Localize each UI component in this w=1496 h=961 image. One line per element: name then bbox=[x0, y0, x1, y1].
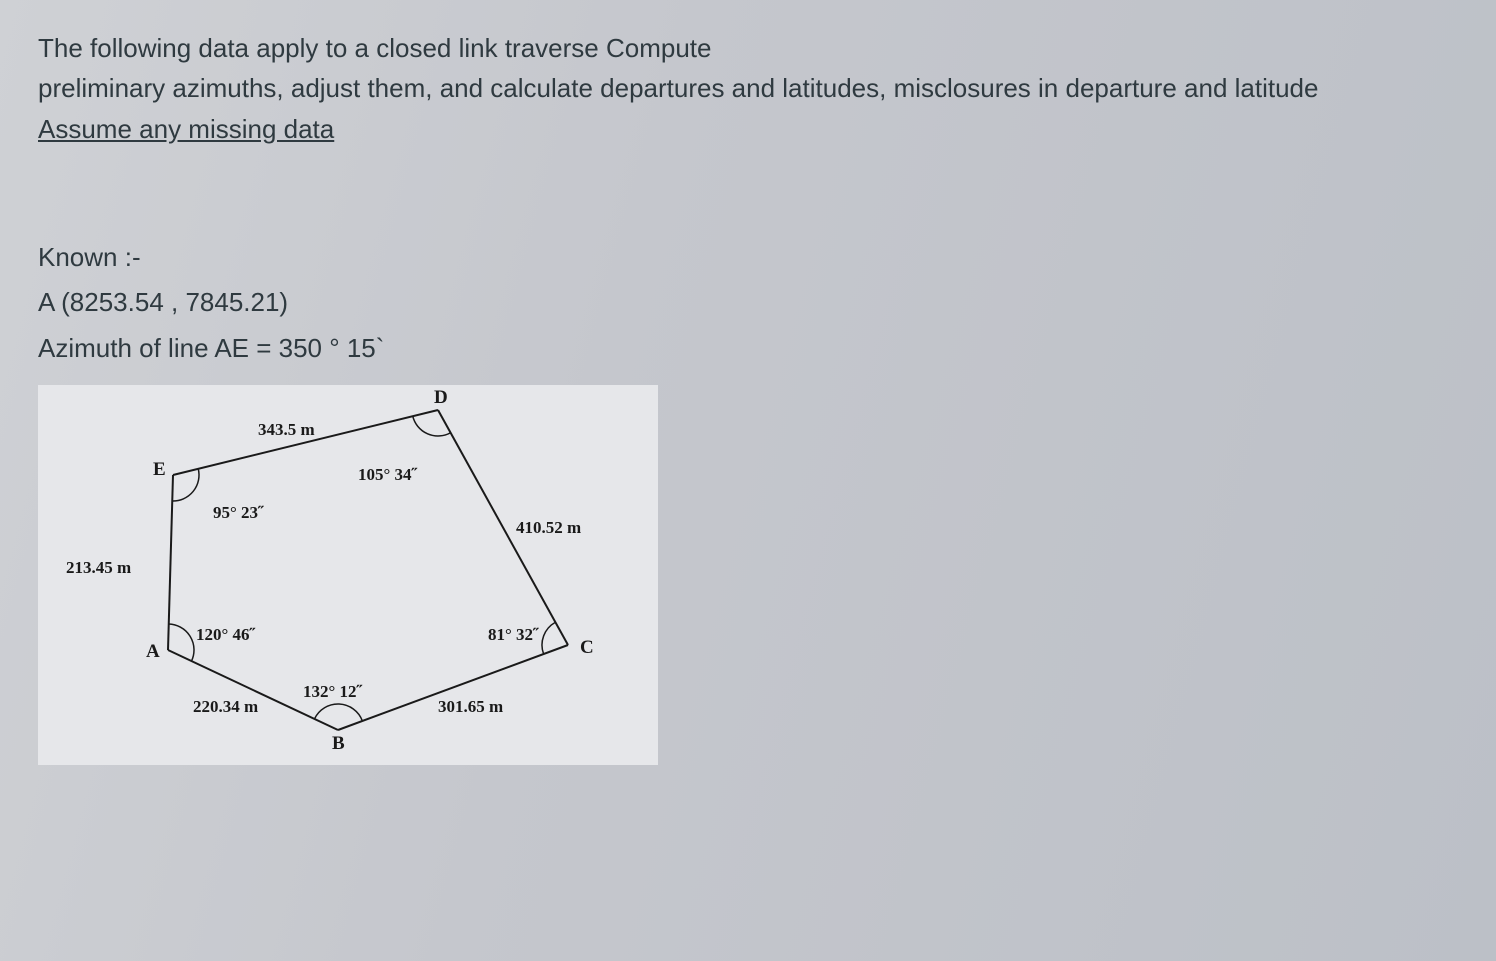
question-text: The following data apply to a closed lin… bbox=[38, 28, 1458, 149]
angle-label-B: 132° 12˝ bbox=[303, 682, 362, 702]
length-label-BC: 301.65 m bbox=[438, 697, 503, 717]
known-block: Known :- A (8253.54 , 7845.21) Azimuth o… bbox=[38, 235, 1458, 372]
length-label-CD: 410.52 m bbox=[516, 518, 581, 538]
vertex-label-D: D bbox=[434, 387, 448, 409]
angle-label-E: 95° 23˝ bbox=[213, 503, 264, 523]
vertex-label-B: B bbox=[332, 733, 345, 755]
angle-label-A: 120° 46˝ bbox=[196, 625, 255, 645]
length-label-EA: 213.45 m bbox=[66, 558, 131, 578]
known-point-a: A (8253.54 , 7845.21) bbox=[38, 280, 1458, 326]
length-label-DE: 343.5 m bbox=[258, 420, 315, 440]
angle-label-C: 81° 32˝ bbox=[488, 625, 539, 645]
question-line-3: Assume any missing data bbox=[38, 109, 1458, 149]
angle-label-D: 105° 34˝ bbox=[358, 465, 417, 485]
question-page: The following data apply to a closed lin… bbox=[0, 0, 1496, 961]
question-line-2: preliminary azimuths, adjust them, and c… bbox=[38, 68, 1458, 108]
traverse-diagram: A B C D E 220.34 m 301.65 m 410.52 m 343.5 m 213.… bbox=[38, 385, 658, 765]
known-azimuth: Azimuth of line AE = 350 ° 15` bbox=[38, 326, 1458, 372]
question-line-1: The following data apply to a closed lin… bbox=[38, 28, 1458, 68]
known-heading: Known :- bbox=[38, 235, 1458, 281]
vertex-label-C: C bbox=[580, 637, 594, 659]
length-label-AB: 220.34 m bbox=[193, 697, 258, 717]
vertex-label-A: A bbox=[146, 641, 160, 663]
diagram-polygon bbox=[168, 410, 568, 730]
vertex-label-E: E bbox=[153, 459, 166, 481]
